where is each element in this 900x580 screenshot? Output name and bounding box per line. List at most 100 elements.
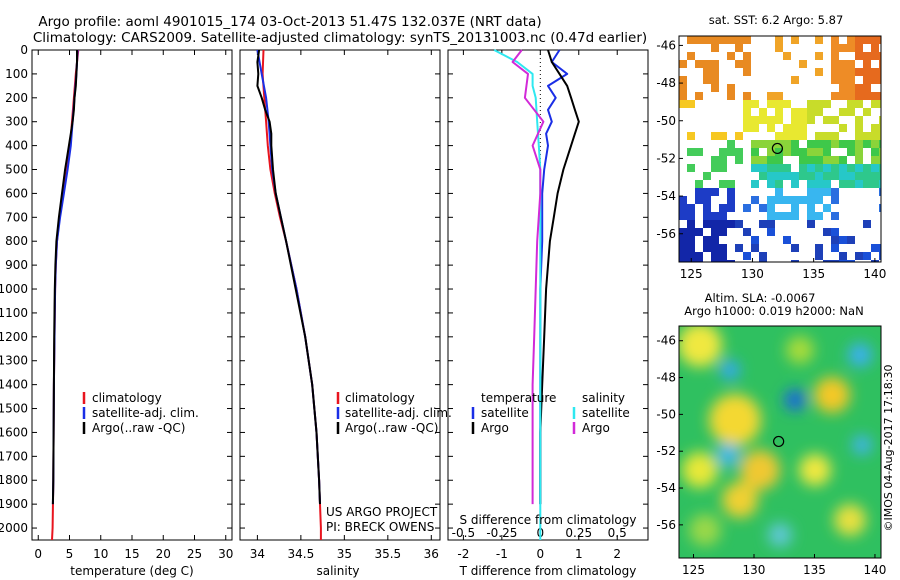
legend-temperature-heading: temperature (481, 391, 556, 405)
top-axis-tick-label: 0.25 (565, 526, 592, 540)
sla-anomaly-blob (852, 435, 872, 455)
sst-pixel (687, 52, 695, 60)
sst-pixel (823, 156, 831, 164)
sla-anomaly-blob (784, 389, 806, 411)
sst-pixel (847, 100, 855, 108)
sst-pixel (679, 100, 687, 108)
sst-pixel (767, 172, 775, 180)
sst-pixel (807, 188, 815, 196)
sst-pixel (863, 180, 871, 188)
sst-pixel (743, 92, 751, 100)
sst-pixel (871, 156, 879, 164)
sst-pixel (687, 204, 695, 212)
sst-pixel (839, 164, 847, 172)
sst-pixel (791, 244, 799, 252)
sst-map-axes: 125 130 135 140 -46 -48 -50 -52 -54 -56 (656, 38, 886, 281)
sst-pixel (719, 164, 727, 172)
sst-pixel (719, 220, 727, 228)
sst-pixel (879, 204, 881, 212)
sst-pixel (719, 260, 727, 262)
sst-pixel (847, 36, 855, 44)
sst-pixel (695, 148, 703, 156)
sst-pixel (751, 116, 759, 124)
sst-pixel (871, 180, 879, 188)
sst-pixel (839, 108, 847, 116)
sst-pixel (863, 220, 871, 228)
sst-pixel (775, 108, 783, 116)
sla-anomaly-blob (848, 343, 872, 367)
sst-pixel (687, 148, 695, 156)
sst-pixel (799, 156, 807, 164)
sst-pixel (767, 124, 775, 132)
difference-top-axis-label: S difference from climatology (460, 513, 637, 527)
sst-pixel (759, 252, 767, 260)
sst-pixel (679, 84, 687, 92)
sst-pixel (679, 244, 687, 252)
sst-pixel (687, 244, 695, 252)
sst-pixel (799, 124, 807, 132)
sla-anomaly-blob (722, 482, 758, 518)
sla-anomaly-blob (740, 450, 780, 490)
sst-pixel (871, 244, 879, 252)
sst-pixel (815, 156, 823, 164)
sst-pixel (759, 220, 767, 228)
sst-pixel (783, 196, 791, 204)
legend-label-argo: Argo(..raw -QC) (345, 421, 438, 435)
sst-pixel (767, 212, 775, 220)
sst-pixel (767, 180, 775, 188)
sst-pixel (783, 100, 791, 108)
legend-label-climatology: climatology (92, 391, 162, 405)
sst-pixel (695, 60, 703, 68)
x-tick-label: 34.5 (288, 547, 315, 561)
sst-pixel (879, 76, 881, 84)
sst-pixel (727, 52, 735, 60)
sst-pixel (871, 68, 879, 76)
y-tick-label: 1200 (0, 330, 28, 344)
sst-pixel (799, 196, 807, 204)
sst-pixel (847, 84, 855, 92)
sst-pixel (727, 36, 735, 44)
sst-pixel (767, 148, 775, 156)
sst-pixel (783, 52, 791, 60)
sst-pixel (831, 52, 839, 60)
salinity-x-label: salinity (316, 564, 359, 578)
sst-pixel (775, 164, 783, 172)
sla-map (679, 326, 881, 558)
y-tick-label: 1700 (0, 449, 28, 463)
sst-pixel (847, 148, 855, 156)
sst-pixel (719, 228, 727, 236)
sst-pixel (823, 132, 831, 140)
sst-pixel (751, 180, 759, 188)
sst-pixel (735, 132, 743, 140)
sst-pixel (703, 236, 711, 244)
sst-pixel (831, 228, 839, 236)
y-tick-label: 300 (5, 115, 28, 129)
argo-location-marker (771, 142, 783, 155)
sst-pixel (791, 196, 799, 204)
map-x-tick-label: 130 (741, 267, 764, 281)
map-x-tick-label: 140 (863, 267, 886, 281)
sst-pixel (879, 244, 881, 252)
sst-pixel (839, 260, 847, 262)
y-tick-label: 1400 (0, 378, 28, 392)
top-axis-tick-label: 0.5 (608, 526, 627, 540)
sst-pixel (775, 100, 783, 108)
sst-pixel (855, 92, 863, 100)
y-tick-label: 200 (5, 91, 28, 105)
sst-pixel (775, 196, 783, 204)
sst-pixel (711, 236, 719, 244)
sst-pixel (815, 196, 823, 204)
sst-pixel (791, 140, 799, 148)
sst-pixel (743, 228, 751, 236)
sst-pixel (855, 68, 863, 76)
sst-pixel (775, 132, 783, 140)
sst-pixel (791, 148, 799, 156)
map-x-tick-label: 140 (863, 563, 886, 577)
sst-pixel (727, 92, 735, 100)
sst-pixel (847, 44, 855, 52)
sst-pixel (703, 60, 711, 68)
sst-pixel (831, 76, 839, 84)
sst-pixel (775, 180, 783, 188)
map-x-tick-label: 130 (743, 563, 766, 577)
sla-anomaly-blob (799, 454, 831, 486)
